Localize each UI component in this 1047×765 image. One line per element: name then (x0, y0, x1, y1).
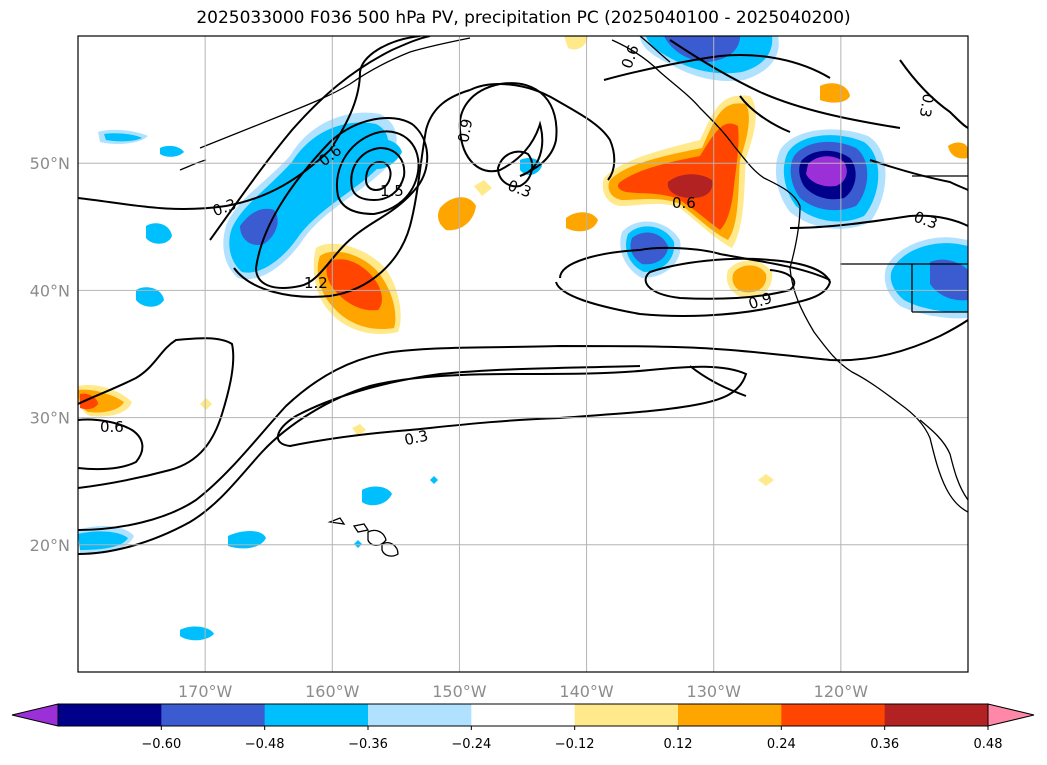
colorbar-segment (781, 704, 886, 726)
colorbar-segment (161, 704, 266, 726)
colorbar-segment (471, 704, 576, 726)
colorbar-tick-label: −0.48 (245, 737, 285, 752)
lat-tick-label: 20°N (30, 536, 70, 555)
colorbar-segment (58, 704, 162, 726)
colorbar-tick-label: −0.60 (141, 737, 181, 752)
lon-tick-label: 120°W (814, 682, 869, 701)
colorbar-extend-low (11, 703, 59, 727)
colorbar-tick-label: 0.24 (767, 737, 796, 752)
longitude-labels: 170°W 160°W 150°W 140°W 130°W 120°W (178, 682, 868, 701)
colorbar-segment (574, 704, 679, 726)
colorbar-tick-label: −0.24 (451, 737, 491, 752)
colorbar-tick-label: 0.48 (974, 737, 1003, 752)
colorbar-tick-label: −0.36 (348, 737, 388, 752)
contour-label: 1.2 (304, 274, 328, 292)
coastlines (179, 36, 968, 557)
lon-tick-label: 150°W (432, 682, 487, 701)
colorbar-extend-high (987, 703, 1035, 727)
colorbar-segment (678, 704, 782, 726)
contour-label: 1.5 (380, 182, 404, 200)
lon-tick-label: 170°W (178, 682, 233, 701)
lat-tick-label: 40°N (30, 281, 70, 300)
colorbar-segment (884, 704, 989, 726)
contour-label: 0.6 (672, 194, 696, 212)
contour-label: 0.6 (100, 418, 124, 436)
lon-tick-label: 130°W (687, 682, 742, 701)
colorbar-tick-label: −0.12 (555, 737, 595, 752)
latitude-labels: 20°N 30°N 40°N 50°N (30, 154, 70, 555)
colorbar-outline (57, 703, 989, 727)
colorbar-segment (264, 704, 369, 726)
map-gridlines (78, 36, 968, 672)
contour-label: 0.3 (916, 92, 938, 119)
colorbar: −0.60 −0.48 −0.36 −0.24 −0.12 0.12 0.24 0.36 0.4… (11, 703, 1035, 752)
pv-contours (78, 36, 968, 555)
lon-tick-label: 160°W (305, 682, 360, 701)
colorbar-tick-label: 0.36 (870, 737, 899, 752)
map-title: 2025033000 F036 500 hPa PV, precipitatio… (196, 8, 851, 28)
contour-label: 0.9 (454, 117, 476, 144)
lon-tick-label: 140°W (559, 682, 614, 701)
lat-tick-label: 50°N (30, 154, 70, 173)
contour-label: 0.3 (403, 427, 430, 450)
colorbar-segment (368, 704, 472, 726)
colorbar-tick-label: 0.12 (664, 737, 693, 752)
lat-tick-label: 30°N (30, 409, 70, 428)
map-frame (77, 35, 969, 673)
